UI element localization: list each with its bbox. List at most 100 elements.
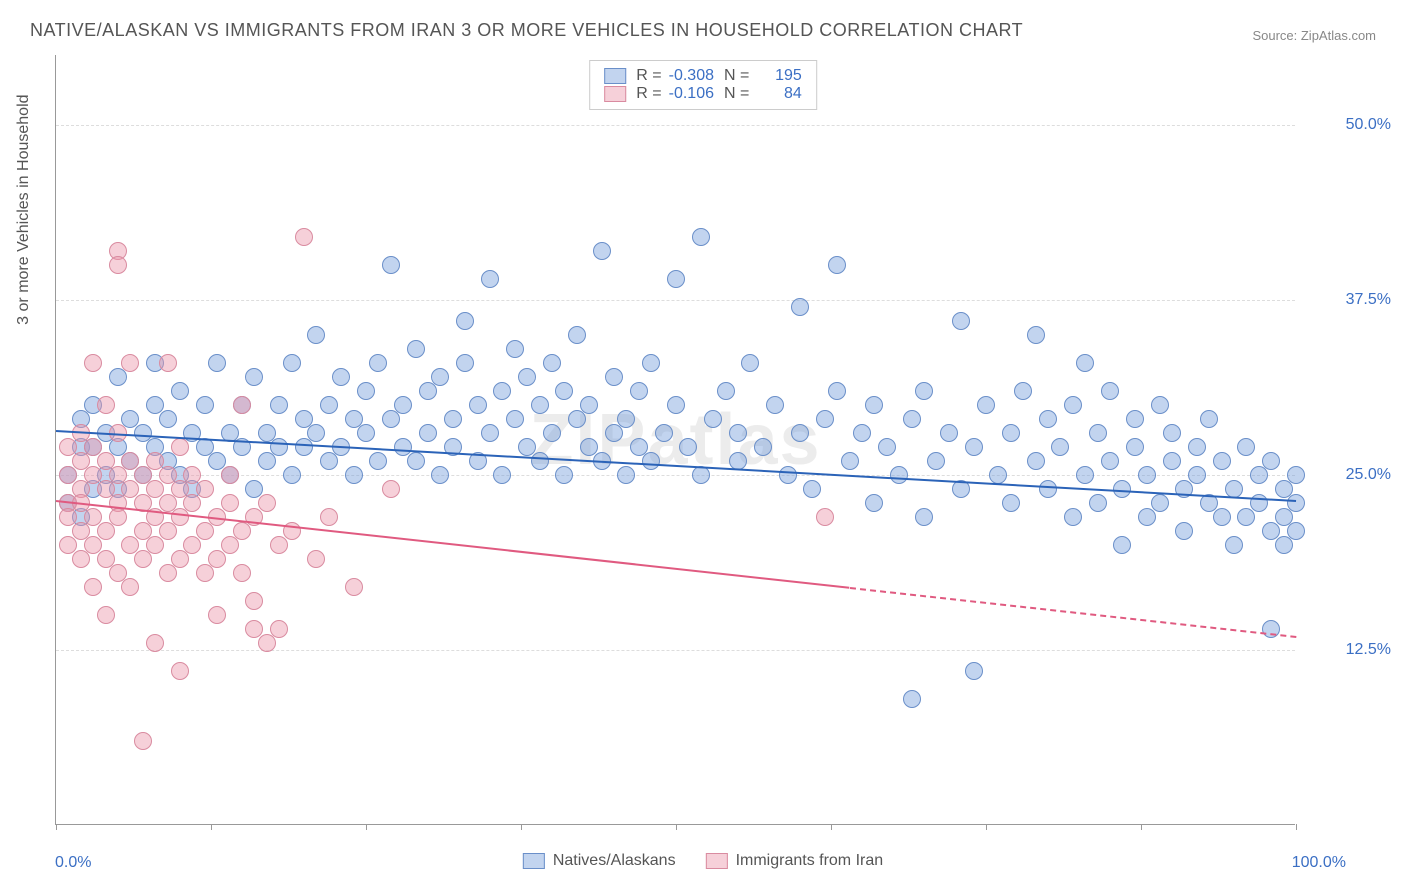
scatter-point-natives — [1275, 536, 1293, 554]
scatter-point-natives — [307, 326, 325, 344]
scatter-point-natives — [630, 382, 648, 400]
scatter-point-natives — [667, 270, 685, 288]
scatter-point-natives — [506, 410, 524, 428]
scatter-point-natives — [407, 340, 425, 358]
scatter-point-natives — [1287, 494, 1305, 512]
scatter-point-iran — [121, 354, 139, 372]
scatter-point-natives — [1250, 466, 1268, 484]
scatter-point-natives — [493, 466, 511, 484]
plot-area: ZIPatlas — [55, 55, 1295, 825]
scatter-point-natives — [493, 382, 511, 400]
scatter-point-iran — [382, 480, 400, 498]
scatter-point-natives — [679, 438, 697, 456]
x-axis-min-label: 0.0% — [55, 854, 91, 872]
scatter-point-natives — [1237, 508, 1255, 526]
scatter-point-iran — [270, 620, 288, 638]
trend-line — [849, 587, 1296, 638]
x-tick — [521, 824, 522, 830]
scatter-point-natives — [1126, 410, 1144, 428]
scatter-point-natives — [345, 466, 363, 484]
scatter-point-natives — [295, 438, 313, 456]
scatter-point-natives — [977, 396, 995, 414]
scatter-point-natives — [580, 396, 598, 414]
scatter-point-natives — [704, 410, 722, 428]
y-tick-label: 50.0% — [1346, 116, 1391, 134]
scatter-point-natives — [568, 326, 586, 344]
scatter-point-iran — [171, 662, 189, 680]
legend-stats-row: R = -0.308 N = 195 — [604, 67, 802, 85]
scatter-point-natives — [444, 410, 462, 428]
scatter-point-natives — [965, 662, 983, 680]
scatter-point-natives — [431, 466, 449, 484]
scatter-point-iran — [196, 480, 214, 498]
scatter-point-natives — [617, 466, 635, 484]
scatter-point-natives — [531, 452, 549, 470]
scatter-point-natives — [642, 452, 660, 470]
scatter-point-natives — [1002, 494, 1020, 512]
swatch-natives-icon — [604, 68, 626, 84]
scatter-point-natives — [692, 228, 710, 246]
scatter-point-natives — [1113, 536, 1131, 554]
scatter-point-natives — [481, 270, 499, 288]
legend-stats: R = -0.308 N = 195 R = -0.106 N = 84 — [589, 60, 817, 110]
scatter-point-iran — [109, 256, 127, 274]
scatter-point-natives — [283, 466, 301, 484]
scatter-point-natives — [320, 452, 338, 470]
scatter-point-natives — [1151, 494, 1169, 512]
scatter-point-iran — [258, 494, 276, 512]
y-tick-label: 25.0% — [1346, 466, 1391, 484]
scatter-point-natives — [159, 410, 177, 428]
scatter-point-natives — [828, 256, 846, 274]
scatter-point-iran — [233, 522, 251, 540]
scatter-point-iran — [345, 578, 363, 596]
scatter-point-iran — [221, 466, 239, 484]
scatter-point-natives — [754, 438, 772, 456]
scatter-point-natives — [940, 424, 958, 442]
scatter-point-natives — [1064, 396, 1082, 414]
scatter-point-iran — [270, 536, 288, 554]
scatter-point-natives — [965, 438, 983, 456]
scatter-point-natives — [1225, 536, 1243, 554]
x-tick — [1296, 824, 1297, 830]
legend-label: Natives/Alaskans — [553, 852, 676, 870]
scatter-point-natives — [1089, 494, 1107, 512]
scatter-point-iran — [84, 354, 102, 372]
legend-item: Immigrants from Iran — [706, 852, 884, 870]
scatter-point-natives — [456, 354, 474, 372]
scatter-point-natives — [952, 312, 970, 330]
scatter-point-iran — [221, 494, 239, 512]
scatter-point-natives — [791, 298, 809, 316]
scatter-point-natives — [419, 382, 437, 400]
scatter-point-natives — [382, 256, 400, 274]
scatter-point-natives — [605, 368, 623, 386]
scatter-point-natives — [803, 480, 821, 498]
scatter-point-natives — [543, 424, 561, 442]
scatter-point-iran — [171, 508, 189, 526]
scatter-point-iran — [245, 592, 263, 610]
scatter-point-natives — [320, 396, 338, 414]
scatter-point-natives — [1076, 466, 1094, 484]
scatter-point-natives — [1138, 466, 1156, 484]
scatter-point-natives — [1163, 424, 1181, 442]
x-tick — [831, 824, 832, 830]
scatter-point-iran — [208, 606, 226, 624]
y-tick-label: 37.5% — [1346, 291, 1391, 309]
scatter-point-natives — [456, 312, 474, 330]
legend-label: Immigrants from Iran — [736, 852, 884, 870]
scatter-point-natives — [816, 410, 834, 428]
scatter-point-iran — [97, 396, 115, 414]
scatter-point-natives — [369, 354, 387, 372]
scatter-point-natives — [1151, 396, 1169, 414]
swatch-iran-icon — [706, 853, 728, 869]
scatter-point-iran — [146, 536, 164, 554]
x-tick — [986, 824, 987, 830]
scatter-point-iran — [221, 536, 239, 554]
scatter-point-natives — [258, 452, 276, 470]
gridline — [56, 300, 1295, 301]
scatter-point-iran — [159, 564, 177, 582]
scatter-point-iran — [159, 354, 177, 372]
scatter-point-iran — [134, 732, 152, 750]
y-tick-label: 12.5% — [1346, 641, 1391, 659]
scatter-point-iran — [121, 578, 139, 596]
scatter-point-natives — [853, 424, 871, 442]
